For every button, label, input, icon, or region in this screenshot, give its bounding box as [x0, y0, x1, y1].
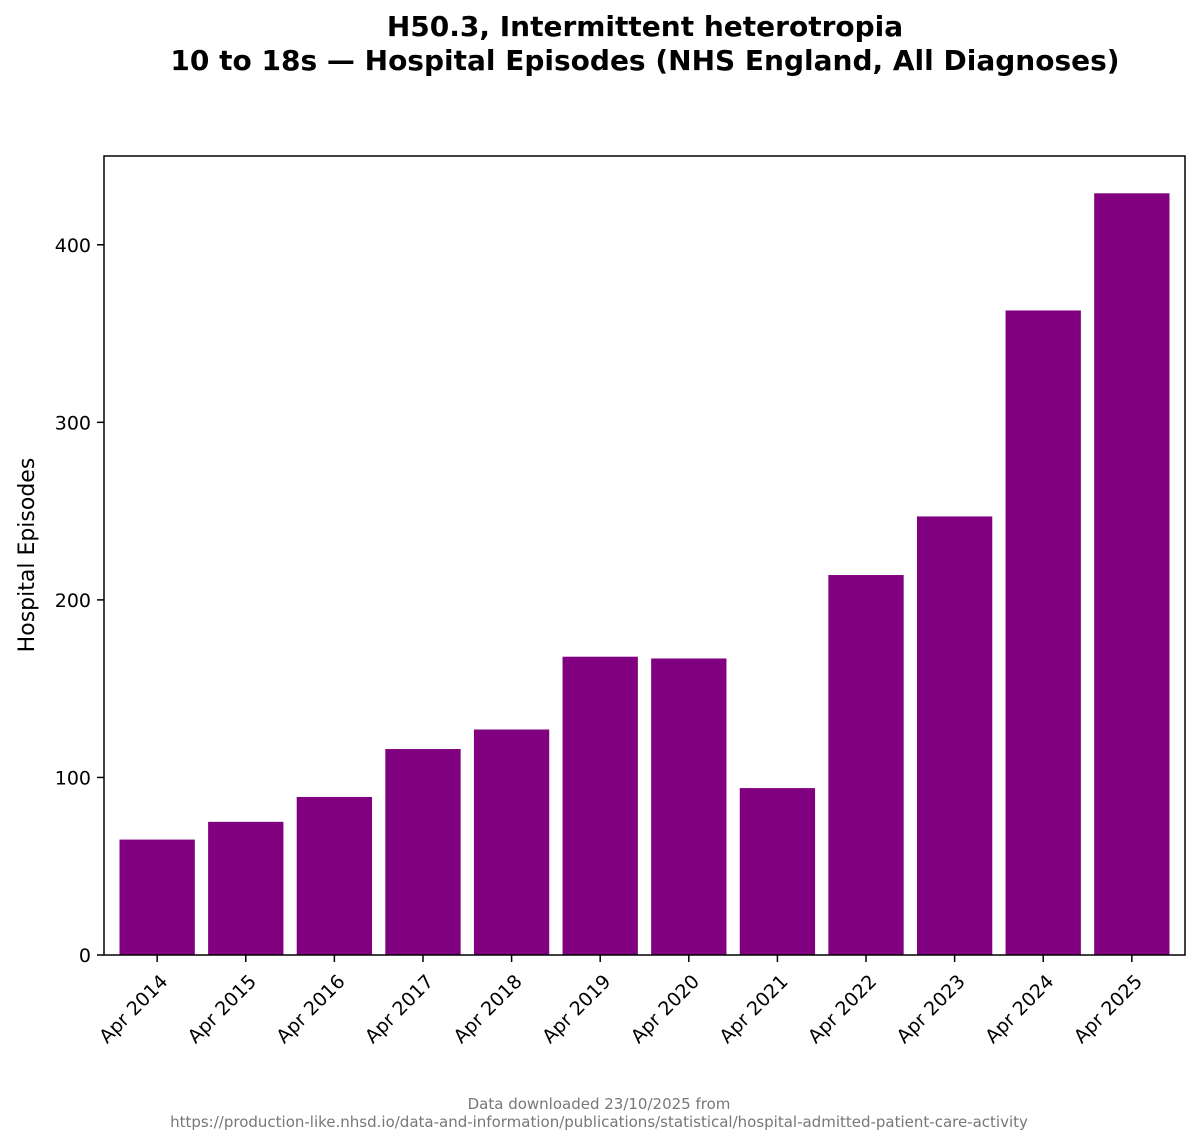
bar-apr-2023	[916, 516, 993, 955]
bar-apr-2022	[828, 575, 904, 955]
x-tick-label: Apr 2024	[981, 971, 1058, 1048]
y-axis-ticks: 0 100 200 300 400	[55, 235, 104, 967]
x-tick-label: Apr 2014	[95, 971, 172, 1048]
bar-apr-2025	[1094, 193, 1170, 955]
x-tick-label: Apr 2017	[361, 971, 438, 1048]
source-note-line-1: Data downloaded 23/10/2025 from	[467, 1095, 731, 1113]
y-axis-label: Hospital Episodes	[15, 458, 40, 653]
x-tick-label: Apr 2025	[1070, 971, 1147, 1048]
bars-group	[119, 193, 1170, 955]
x-tick-label: Apr 2022	[804, 971, 881, 1048]
bar-apr-2016	[296, 796, 373, 955]
x-tick-label: Apr 2015	[184, 971, 261, 1048]
bar-apr-2021	[739, 788, 816, 955]
x-tick-label: Apr 2023	[893, 971, 970, 1048]
chart-title-line-2: 10 to 18s — Hospital Episodes (NHS Engla…	[170, 44, 1120, 77]
y-tick-label: 100	[55, 767, 91, 789]
chart-title: H50.3, Intermittent heterotropia 10 to 1…	[0, 10, 1200, 78]
x-tick-label: Apr 2019	[538, 971, 615, 1048]
bar-apr-2015	[208, 821, 284, 955]
x-tick-label: Apr 2021	[715, 971, 792, 1048]
source-note-url: https://production-like.nhsd.io/data-and…	[170, 1113, 1028, 1131]
x-tick-label: Apr 2020	[627, 971, 704, 1048]
x-axis-ticks: Apr 2014 Apr 2015 Apr 2016 Apr 2017 Apr 2018…	[95, 955, 1147, 1048]
source-note: Data downloaded 23/10/2025 from https://…	[0, 1095, 1198, 1131]
bar-apr-2019	[562, 656, 638, 955]
bar-apr-2024	[1005, 310, 1081, 955]
y-tick-label: 400	[55, 235, 91, 257]
bar-apr-2018	[473, 729, 550, 955]
y-tick-label: 0	[79, 945, 91, 967]
bar-apr-2014	[119, 839, 195, 955]
y-tick-label: 300	[55, 412, 91, 434]
plot-frame	[103, 155, 1186, 956]
bar-apr-2017	[385, 749, 461, 955]
y-tick-label: 200	[55, 590, 91, 612]
x-tick-label: Apr 2016	[272, 971, 349, 1048]
x-tick-label: Apr 2018	[449, 971, 526, 1048]
chart-title-line-1: H50.3, Intermittent heterotropia	[386, 10, 904, 43]
bar-apr-2020	[651, 658, 727, 955]
